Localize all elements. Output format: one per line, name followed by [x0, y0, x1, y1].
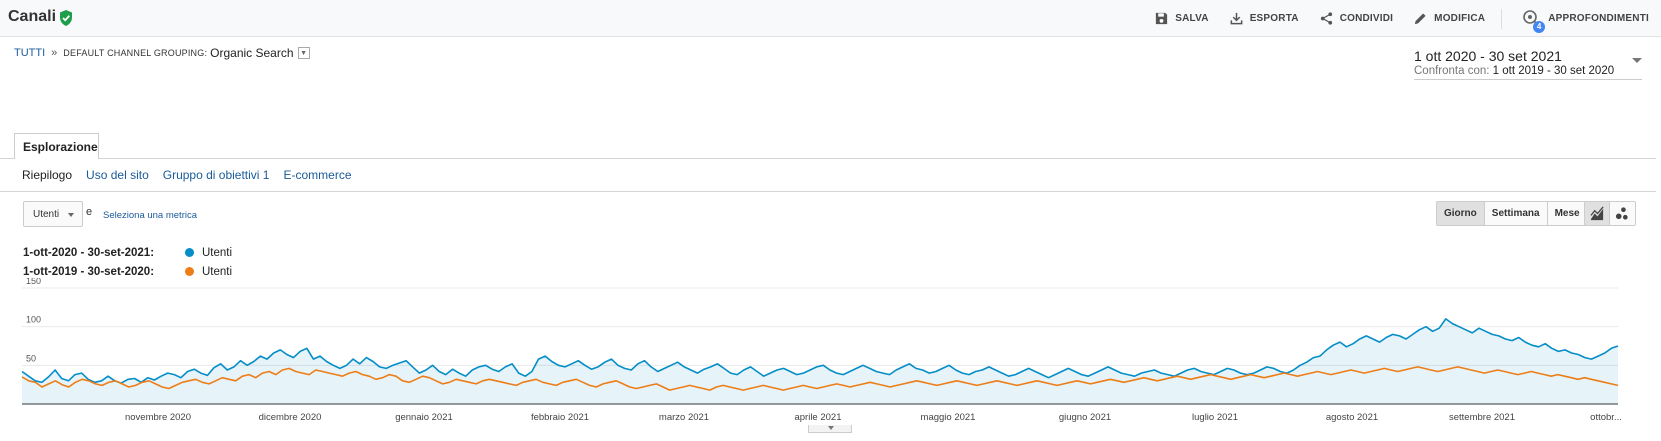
- breadcrumb-separator: »: [51, 47, 58, 59]
- x-tick-label: dicembre 2020: [259, 412, 322, 423]
- series-area-0: [22, 318, 1618, 404]
- save-icon: [1156, 12, 1168, 25]
- x-tick-label: maggio 2021: [921, 412, 976, 423]
- x-tick-label: settembre 2021: [1449, 412, 1515, 423]
- edit-label: MODIFICA: [1434, 13, 1486, 24]
- granularity-week-button[interactable]: Settimana: [1484, 202, 1548, 225]
- x-tick-label: ottobr...: [1590, 412, 1622, 423]
- y-tick-label: 50: [26, 353, 36, 363]
- tab-divider: [0, 158, 1656, 159]
- date-range-main: 1 ott 2020 - 30 set 2021: [1414, 48, 1562, 64]
- bubble-chart-icon: [1615, 207, 1628, 220]
- x-tick-label: marzo 2021: [659, 412, 709, 423]
- save-button[interactable]: SALVA: [1154, 11, 1208, 26]
- legend-range: 1-ott-2019 - 30-set-2020:: [23, 265, 155, 278]
- x-tick-label: luglio 2021: [1192, 412, 1238, 423]
- x-tick-label: febbraio 2021: [531, 412, 589, 423]
- users-line-chart: 150 100 50 novembre 2020 dicembre 2020 gennai…: [21, 278, 1622, 423]
- legend-row: 1-ott-2019 - 30-set-2020: Utenti: [23, 262, 232, 281]
- subtab-divider: [0, 191, 1656, 192]
- subtab-riepilogo[interactable]: Riepilogo: [22, 168, 73, 182]
- select-metric-link[interactable]: Seleziona una metrica: [103, 210, 197, 221]
- line-chart-button[interactable]: [1585, 202, 1610, 225]
- report-header: Canali SALVA ESPORTA CONDIVIDI MODIFICA: [0, 0, 1661, 37]
- chevron-down-icon: [1632, 58, 1642, 63]
- edit-button[interactable]: MODIFICA: [1413, 11, 1485, 26]
- download-icon: [1230, 12, 1243, 25]
- compare-label: Confronta con:: [1414, 65, 1490, 77]
- subtab-uso-del-sito[interactable]: Uso del sito: [86, 168, 149, 182]
- breadcrumb-dimension: DEFAULT CHANNEL GROUPING:: [63, 48, 208, 58]
- share-button[interactable]: CONDIVIDI: [1319, 11, 1393, 26]
- x-tick-label: aprile 2021: [794, 412, 841, 423]
- granularity-toggle: Giorno Settimana Mese: [1436, 201, 1588, 226]
- metric-and-text: e: [86, 206, 93, 218]
- date-range-picker[interactable]: 1 ott 2020 - 30 set 2021 Confronta con: …: [1414, 48, 1642, 80]
- export-label: ESPORTA: [1249, 13, 1299, 24]
- x-tick-label: gennaio 2021: [395, 412, 453, 423]
- subtab-gruppo-obiettivi[interactable]: Gruppo di obiettivi 1: [162, 168, 270, 182]
- breadcrumb: TUTTI » DEFAULT CHANNEL GROUPING: Organi…: [14, 46, 310, 60]
- chart-resize-handle[interactable]: [808, 425, 852, 433]
- chart-legend: 1-ott-2020 - 30-set-2021: Utenti 1-ott-2…: [23, 243, 232, 281]
- insights-label: APPROFONDIMENTI: [1548, 13, 1649, 24]
- insights-button[interactable]: 4 APPROFONDIMENTI: [1522, 9, 1649, 33]
- legend-range: 1-ott-2020 - 30-set-2021:: [23, 246, 155, 259]
- chart-type-toggle: [1584, 201, 1636, 226]
- share-label: CONDIVIDI: [1339, 13, 1394, 24]
- date-range-compare: Confronta con: 1 ott 2019 - 30 set 2020: [1414, 65, 1642, 77]
- legend-dot: [185, 248, 194, 257]
- share-icon: [1320, 12, 1332, 25]
- granularity-day-button[interactable]: Giorno: [1437, 202, 1485, 225]
- series-line-0: [21, 318, 1619, 384]
- series-line-1: [21, 366, 1619, 391]
- sub-tabs: Riepilogo Uso del sito Gruppo di obietti…: [22, 168, 366, 182]
- legend-series-name: Utenti: [202, 265, 233, 278]
- compare-value: 1 ott 2019 - 30 set 2020: [1492, 65, 1615, 77]
- save-label: SALVA: [1175, 13, 1209, 24]
- breadcrumb-all-link[interactable]: TUTTI: [14, 47, 46, 59]
- legend-dot: [185, 267, 194, 276]
- metric-select[interactable]: Utenti: [23, 201, 83, 227]
- x-tick-label: agosto 2021: [1326, 412, 1378, 423]
- granularity-month-button[interactable]: Mese: [1547, 202, 1587, 225]
- actions-divider: [1501, 8, 1503, 29]
- metric-select-value: Utenti: [33, 209, 60, 220]
- pencil-icon: [1415, 13, 1426, 25]
- x-tick-label: giugno 2021: [1059, 412, 1111, 423]
- chevron-down-icon: [68, 213, 74, 217]
- x-tick-label: novembre 2020: [125, 412, 191, 423]
- breadcrumb-dropdown[interactable]: ▼: [297, 47, 310, 59]
- header-actions: SALVA ESPORTA CONDIVIDI MODIFICA 4 APPR: [1134, 0, 1649, 37]
- legend-series-name: Utenti: [202, 246, 233, 259]
- subtab-ecommerce[interactable]: E-commerce: [283, 168, 352, 182]
- line-chart-icon: [1589, 206, 1604, 221]
- y-tick-label: 100: [26, 315, 41, 325]
- page-title: Canali: [8, 8, 57, 25]
- breadcrumb-value: Organic Search: [210, 46, 294, 60]
- export-button[interactable]: ESPORTA: [1229, 11, 1299, 26]
- tab-esplorazione[interactable]: Esplorazione: [14, 133, 99, 159]
- motion-chart-button[interactable]: [1610, 202, 1635, 225]
- legend-row: 1-ott-2020 - 30-set-2021: Utenti: [23, 243, 232, 262]
- y-tick-label: 150: [26, 278, 41, 286]
- insights-badge: 4: [1533, 20, 1546, 33]
- verified-shield-icon: [60, 10, 72, 26]
